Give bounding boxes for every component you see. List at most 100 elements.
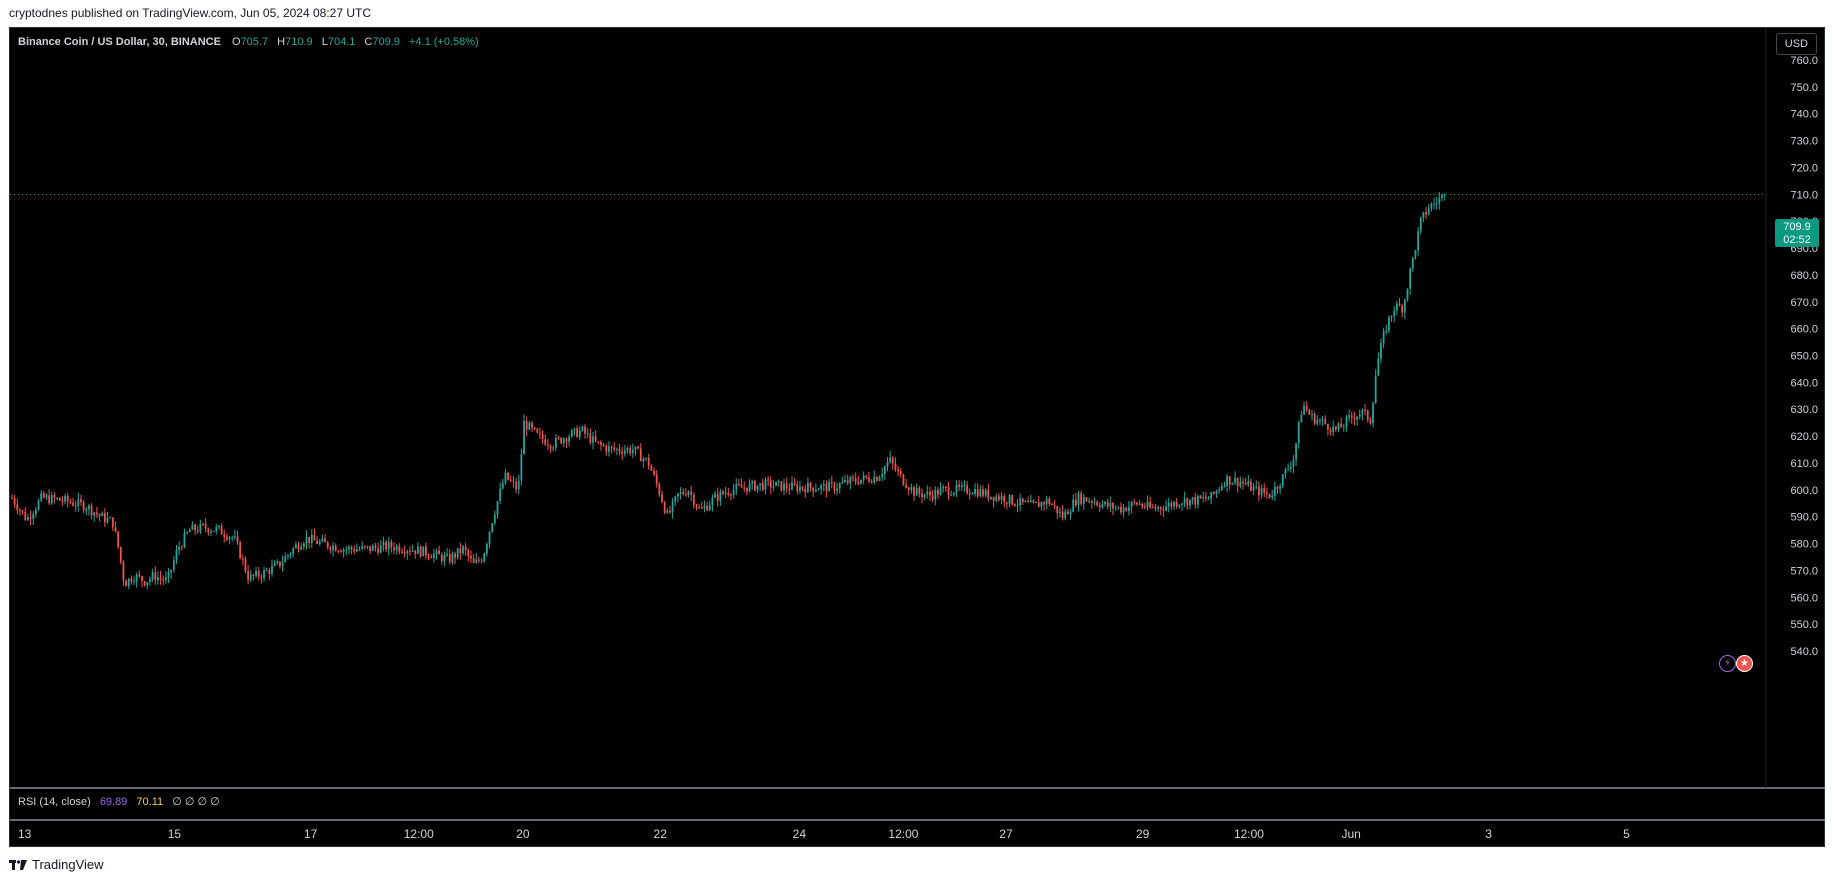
candle-up bbox=[1435, 203, 1438, 205]
candle-up bbox=[711, 497, 714, 506]
candle-up bbox=[1388, 317, 1390, 331]
candle-up bbox=[828, 481, 831, 492]
candle-up bbox=[520, 454, 523, 481]
us-flag-icon[interactable]: ★ bbox=[1736, 655, 1753, 672]
candle-up bbox=[305, 536, 308, 544]
candle-down bbox=[430, 557, 433, 559]
candle-down bbox=[268, 570, 271, 574]
lightning-icon[interactable]: ⚡ bbox=[1719, 655, 1736, 672]
candle-up bbox=[504, 472, 507, 484]
candle-down bbox=[515, 481, 517, 490]
candle-up bbox=[1361, 409, 1364, 415]
candle-up bbox=[446, 554, 448, 556]
candle-down bbox=[565, 438, 568, 442]
candle-up bbox=[1167, 502, 1170, 507]
candle-down bbox=[618, 448, 621, 452]
candle-down bbox=[857, 481, 860, 484]
candle-down bbox=[695, 505, 698, 508]
candle-down bbox=[684, 494, 687, 496]
candle-up bbox=[249, 574, 252, 581]
candle-up bbox=[878, 477, 881, 481]
price-tick-label: 550.0 bbox=[1790, 619, 1818, 631]
chart-canvas[interactable]: 760.0750.0740.0730.0720.0710.0700.0690.0… bbox=[10, 28, 1826, 848]
candle-up bbox=[1069, 511, 1072, 515]
candle-down bbox=[196, 530, 199, 532]
price-tick-label: 560.0 bbox=[1790, 592, 1818, 604]
symbol-title[interactable]: Binance Coin / US Dollar, 30, BINANCE bbox=[18, 36, 221, 48]
candle-down bbox=[944, 486, 947, 488]
candle-up bbox=[228, 537, 231, 540]
candle-down bbox=[260, 576, 263, 578]
candle-down bbox=[472, 558, 475, 563]
candle-up bbox=[1395, 303, 1398, 311]
candle-up bbox=[1114, 507, 1117, 509]
candle-up bbox=[255, 570, 257, 576]
time-tick-label: 5 bbox=[1623, 827, 1630, 841]
candle-down bbox=[722, 491, 724, 494]
candle-down bbox=[600, 442, 602, 445]
candle-up bbox=[106, 518, 109, 523]
candle-up bbox=[775, 481, 777, 487]
price-tick-label: 580.0 bbox=[1790, 539, 1818, 551]
symbol-legend[interactable]: Binance Coin / US Dollar, 30, BINANCE O7… bbox=[18, 36, 479, 48]
candle-down bbox=[1186, 498, 1189, 506]
candle-down bbox=[1236, 477, 1239, 487]
candle-up bbox=[1252, 486, 1255, 491]
price-tick-label: 590.0 bbox=[1790, 512, 1818, 524]
candle-up bbox=[1234, 477, 1236, 483]
time-axis: 13 15 17 12:00 20 22 24 12:00 27 29 12:00 Jun 3 5 bbox=[18, 827, 1630, 841]
candle-down bbox=[544, 439, 547, 445]
price-tick-label: 600.0 bbox=[1790, 485, 1818, 497]
tradingview-footer[interactable]: TradingView bbox=[9, 857, 104, 872]
candle-up bbox=[133, 581, 135, 583]
chart-panel[interactable]: 760.0750.0740.0730.0720.0710.0700.0690.0… bbox=[9, 27, 1826, 848]
candle-up bbox=[841, 482, 844, 484]
price-tick-label: 570.0 bbox=[1790, 565, 1818, 577]
candle-down bbox=[1032, 500, 1035, 503]
candle-up bbox=[294, 544, 297, 549]
candle-down bbox=[549, 445, 552, 449]
candle-up bbox=[188, 529, 191, 533]
rsi-label[interactable]: RSI (14, close) bbox=[18, 796, 91, 808]
candle-down bbox=[390, 541, 393, 548]
candle-up bbox=[178, 547, 181, 551]
candle-up bbox=[528, 422, 531, 430]
candle-up bbox=[406, 551, 409, 554]
candle-down bbox=[326, 542, 329, 548]
candle-up bbox=[167, 572, 170, 578]
candle-down bbox=[539, 432, 541, 434]
candle-down bbox=[438, 550, 441, 555]
candle-down bbox=[947, 487, 950, 496]
candle-down bbox=[653, 470, 655, 475]
candle-up bbox=[814, 489, 817, 492]
candle-down bbox=[297, 544, 300, 550]
time-tick-label: 15 bbox=[168, 827, 182, 841]
candle-down bbox=[1098, 505, 1101, 508]
candle-up bbox=[756, 485, 759, 491]
candle-up bbox=[1207, 498, 1210, 500]
candle-up bbox=[1138, 503, 1141, 505]
candle-down bbox=[865, 475, 868, 478]
candle-up bbox=[1443, 194, 1446, 196]
candle-down bbox=[1258, 486, 1260, 496]
currency-button[interactable]: USD bbox=[1775, 33, 1817, 55]
candle-up bbox=[1210, 492, 1213, 499]
candle-down bbox=[557, 437, 560, 439]
candle-up bbox=[175, 550, 178, 561]
candle-down bbox=[95, 512, 98, 515]
time-tick-label: 12:00 bbox=[404, 827, 434, 841]
candle-down bbox=[801, 486, 804, 489]
candle-down bbox=[225, 536, 228, 540]
candle-up bbox=[284, 556, 287, 563]
candle-up bbox=[960, 485, 963, 488]
candle-up bbox=[570, 430, 573, 437]
candle-up bbox=[233, 536, 236, 538]
candle-up bbox=[838, 483, 841, 489]
candle-down bbox=[639, 448, 642, 462]
candle-down bbox=[1061, 511, 1064, 518]
candle-up bbox=[844, 479, 846, 483]
candle-up bbox=[432, 553, 435, 559]
candle-down bbox=[11, 497, 13, 499]
candle-down bbox=[560, 437, 563, 444]
rsi-legend[interactable]: RSI (14, close) 69.89 70.11 ∅ ∅ ∅ ∅ bbox=[18, 795, 220, 808]
